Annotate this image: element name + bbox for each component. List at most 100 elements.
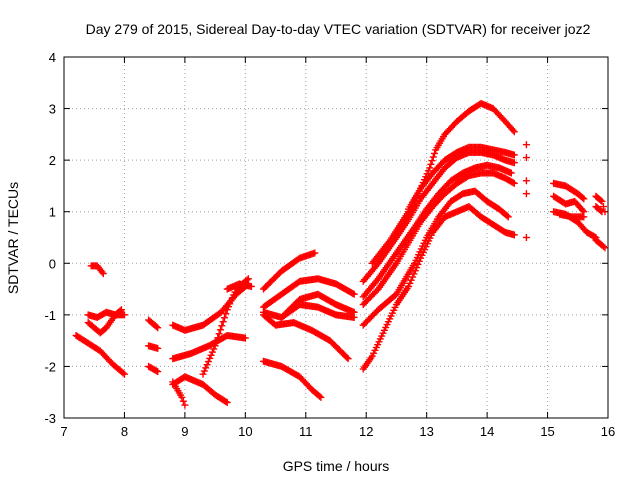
data-point xyxy=(152,367,160,375)
data-point xyxy=(597,207,605,215)
y-tick-label-4: 1 xyxy=(49,205,56,220)
y-tick-label-0: -3 xyxy=(44,411,56,426)
data-point xyxy=(414,260,422,268)
series-arc-15 xyxy=(259,275,358,311)
series-arc-32 xyxy=(592,192,609,216)
data-point xyxy=(317,393,325,401)
data-point xyxy=(219,318,227,326)
data-point xyxy=(522,190,530,198)
series-arc-29 xyxy=(550,192,588,216)
series-arc-3 xyxy=(84,306,125,337)
data-point xyxy=(203,361,211,369)
data-point xyxy=(344,355,352,363)
data-point xyxy=(99,270,107,278)
data-point xyxy=(202,364,210,372)
y-tick-label-3: 0 xyxy=(49,256,56,271)
y-tick-label-1: -2 xyxy=(44,359,56,374)
data-point xyxy=(218,322,226,330)
series-arc-2 xyxy=(84,308,128,321)
data-point xyxy=(426,164,434,172)
y-tick-label-5: 2 xyxy=(49,153,56,168)
x-tick-label-9: 16 xyxy=(601,424,615,439)
data-point xyxy=(207,351,215,359)
data-point xyxy=(510,151,518,159)
series-arc-18 xyxy=(259,357,325,401)
data-point xyxy=(98,268,106,276)
data-point xyxy=(215,330,223,338)
data-point xyxy=(599,203,607,211)
data-point xyxy=(522,177,530,185)
data-point xyxy=(343,353,351,361)
x-tick-label-7: 14 xyxy=(480,424,494,439)
data-point xyxy=(223,399,231,407)
series-arc-19 xyxy=(278,301,358,321)
data-point xyxy=(154,324,162,332)
series-arc-28 xyxy=(550,179,588,203)
data-point xyxy=(510,179,518,187)
series-arc-26 xyxy=(405,99,518,213)
chart-title: Day 279 of 2015, Sidereal Day-to-day VTE… xyxy=(86,21,591,37)
x-axis-label: GPS time / hours xyxy=(283,458,390,474)
data-point xyxy=(591,233,599,241)
data-point xyxy=(311,249,319,257)
data-point xyxy=(350,290,358,298)
data-point xyxy=(222,398,230,406)
data-point xyxy=(510,231,518,239)
y-tick-label-7: 4 xyxy=(49,50,56,65)
data-point xyxy=(120,370,128,378)
data-point xyxy=(405,282,413,290)
data-point xyxy=(179,397,187,405)
data-point xyxy=(154,344,162,352)
data-point xyxy=(431,149,439,157)
data-point xyxy=(178,393,186,401)
data-point xyxy=(597,196,605,204)
data-point xyxy=(427,160,435,168)
data-point xyxy=(522,154,530,162)
series-arc-6 xyxy=(145,342,162,352)
series-arc-5 xyxy=(145,316,162,332)
series-arc-20 xyxy=(359,203,518,373)
data-point xyxy=(406,279,414,287)
data-point xyxy=(509,179,517,187)
data-point xyxy=(181,401,189,409)
series-arc-17 xyxy=(259,311,352,363)
data-point xyxy=(509,126,517,134)
data-point xyxy=(407,276,415,284)
data-point xyxy=(504,213,512,221)
x-tick-label-5: 12 xyxy=(359,424,373,439)
data-point xyxy=(350,313,358,321)
series-arc-21 xyxy=(359,187,512,329)
data-point xyxy=(316,392,324,400)
data-point xyxy=(601,244,609,252)
x-tick-label-3: 10 xyxy=(238,424,252,439)
data-point xyxy=(415,257,423,265)
series-arc-33 xyxy=(592,203,606,216)
data-point xyxy=(349,289,357,297)
data-point xyxy=(208,348,216,356)
data-point xyxy=(154,368,162,376)
data-point xyxy=(503,212,511,220)
data-point xyxy=(222,310,230,318)
x-tick-label-4: 11 xyxy=(299,424,313,439)
data-point xyxy=(206,354,214,362)
data-point xyxy=(214,334,222,342)
series-arc-7 xyxy=(145,362,162,376)
x-tick-labels: 7 8 9 10 11 12 13 14 15 16 xyxy=(60,424,615,439)
data-point xyxy=(204,358,212,366)
data-point xyxy=(510,159,518,167)
data-point xyxy=(580,213,588,221)
series-arc-14 xyxy=(259,249,319,293)
x-tick-label-8: 15 xyxy=(540,424,554,439)
data-point xyxy=(200,367,208,375)
series-arc-11 xyxy=(169,373,231,407)
data-point xyxy=(428,157,436,165)
data-point xyxy=(152,323,160,331)
series-arc-1 xyxy=(72,331,128,378)
data-point xyxy=(210,345,218,353)
series-arc-4 xyxy=(87,262,107,278)
data-point xyxy=(199,370,207,378)
x-tick-label-6: 13 xyxy=(419,424,433,439)
data-point xyxy=(579,206,587,214)
data-point xyxy=(510,128,518,136)
